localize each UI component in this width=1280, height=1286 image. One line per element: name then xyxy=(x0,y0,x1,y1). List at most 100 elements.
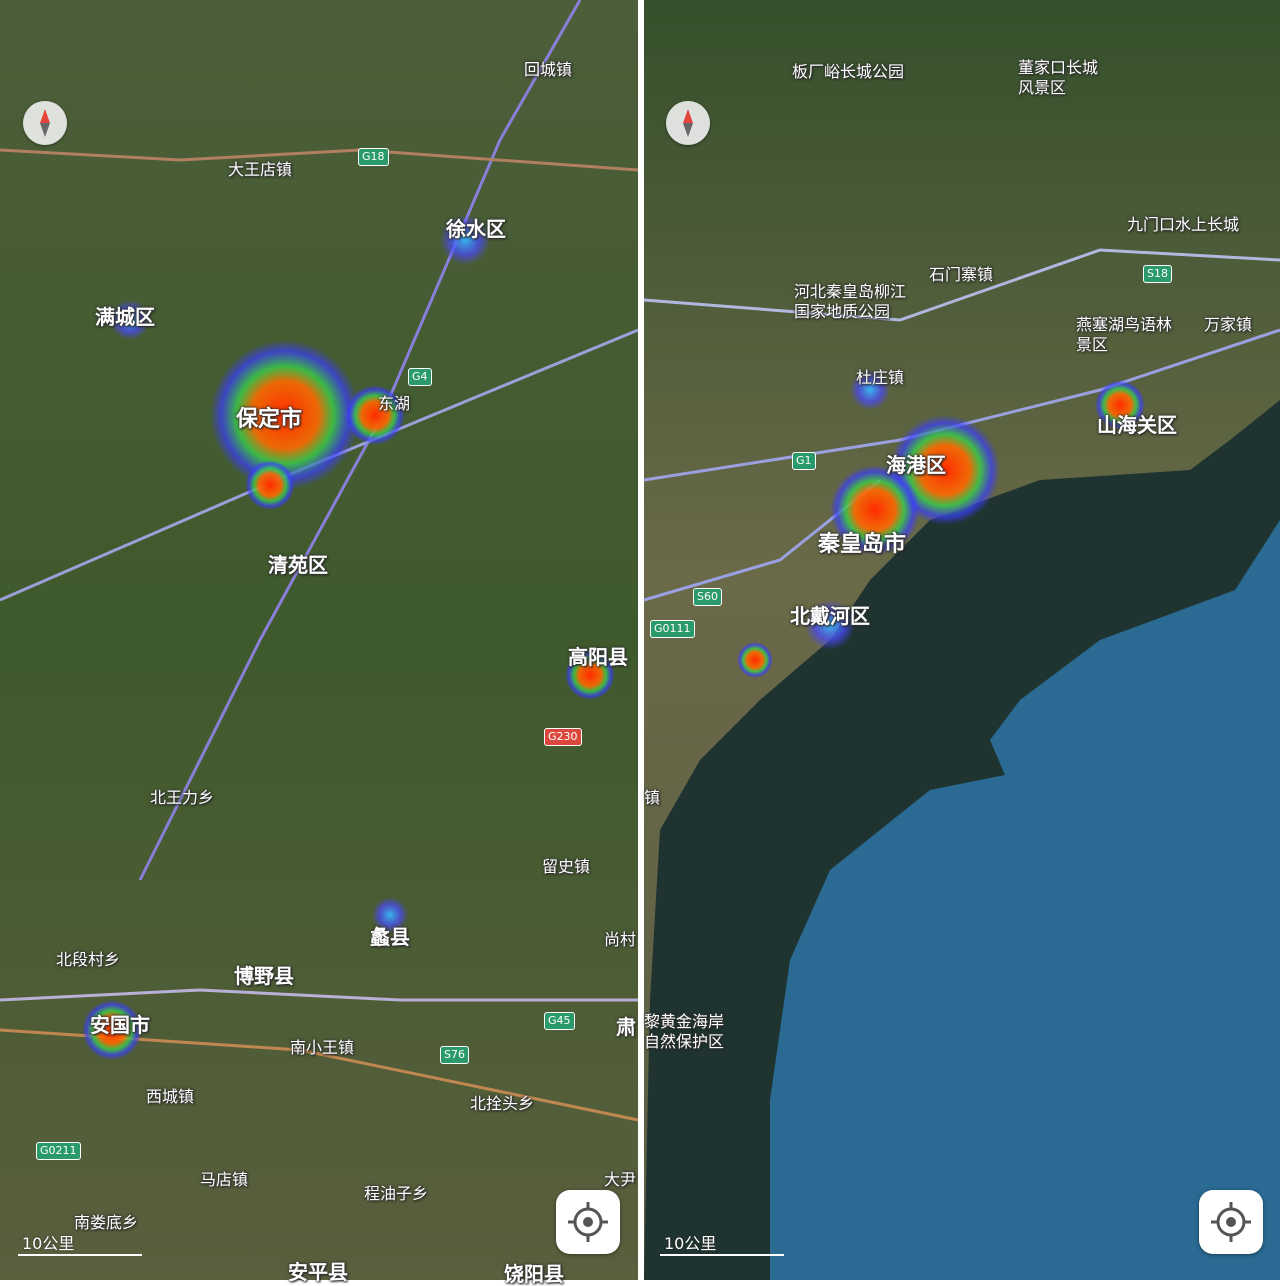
locate-icon xyxy=(568,1202,608,1242)
label-line: 南小王镇 xyxy=(290,1038,355,1057)
place-label[interactable]: 秦皇岛市 xyxy=(818,533,906,557)
place-label[interactable]: 尚村 xyxy=(604,930,636,950)
label-line: 饶阳县 xyxy=(504,1262,564,1286)
place-label[interactable]: 徐水区 xyxy=(446,217,506,241)
road-badge: G4 xyxy=(408,368,432,386)
place-label[interactable]: 河北秦皇岛柳江 国家地质公园 xyxy=(794,282,906,322)
road-badge: S60 xyxy=(693,588,722,606)
label-line: 留史镇 xyxy=(542,857,591,876)
compass[interactable] xyxy=(23,101,67,145)
place-label[interactable]: 海港区 xyxy=(886,453,946,477)
scale-bar: 10公里 xyxy=(18,1230,142,1256)
place-label[interactable]: 山海关区 xyxy=(1097,413,1177,437)
road-badge: G230 xyxy=(544,728,582,746)
divider xyxy=(638,0,644,1280)
road-badge: G0211 xyxy=(36,1142,81,1160)
label-line: 海港区 xyxy=(886,453,946,477)
place-label[interactable]: 留史镇 xyxy=(542,857,590,877)
label-line: 黎黄金海岸 xyxy=(644,1012,725,1031)
locate-button[interactable] xyxy=(556,1190,620,1254)
place-label[interactable]: 马店镇 xyxy=(200,1170,248,1190)
label-line: 马店镇 xyxy=(200,1170,249,1189)
place-label[interactable]: 南小王镇 xyxy=(290,1038,354,1058)
place-label[interactable]: 安平县 xyxy=(288,1260,348,1284)
place-label[interactable]: 安国市 xyxy=(90,1013,150,1037)
label-line: 徐水区 xyxy=(446,217,506,241)
label-line: 山海关区 xyxy=(1097,413,1177,437)
place-label[interactable]: 高阳县 xyxy=(568,645,628,669)
label-line: 北王力乡 xyxy=(150,788,215,807)
label-line: 南娄底乡 xyxy=(74,1213,139,1232)
place-label[interactable]: 保定市 xyxy=(236,408,302,432)
label-line: 回城镇 xyxy=(524,60,573,79)
label-line: 满城区 xyxy=(95,305,155,329)
label-line: 北段村乡 xyxy=(56,950,121,969)
label-line: 尚村 xyxy=(604,930,637,949)
label-line: 蠡县 xyxy=(370,925,410,949)
label-line: 燕塞湖鸟语林 xyxy=(1076,315,1173,334)
place-label[interactable]: 石门寨镇 xyxy=(929,265,993,285)
label-line: 西城镇 xyxy=(146,1087,195,1106)
label-line: 自然保护区 xyxy=(644,1032,725,1051)
label-line: 高阳县 xyxy=(568,645,628,669)
label-line: 秦皇岛市 xyxy=(818,532,907,557)
place-label[interactable]: 大王店镇 xyxy=(228,160,292,180)
label-line: 板厂峪长城公园 xyxy=(792,62,905,81)
road-badge: S18 xyxy=(1143,265,1172,283)
place-label[interactable]: 北戴河区 xyxy=(790,604,870,628)
place-label[interactable]: 东湖 xyxy=(378,394,410,414)
place-label[interactable]: 燕塞湖鸟语林 景区 xyxy=(1076,315,1172,355)
label-line: 安平县 xyxy=(288,1260,348,1284)
label-line: 石门寨镇 xyxy=(929,265,994,284)
label-line: 国家地质公园 xyxy=(794,302,891,321)
place-label[interactable]: 北王力乡 xyxy=(150,788,214,808)
label-line: 风景区 xyxy=(1018,78,1067,97)
place-label[interactable]: 九门口水上长城 xyxy=(1127,215,1239,235)
place-label[interactable]: 程油子乡 xyxy=(364,1184,428,1204)
label-line: 大尹 xyxy=(604,1170,637,1189)
label-line: 九门口水上长城 xyxy=(1127,215,1240,234)
road-badge: G1 xyxy=(792,452,816,470)
place-label[interactable]: 西城镇 xyxy=(146,1087,194,1107)
sea xyxy=(770,520,1280,1280)
label-line: 景区 xyxy=(1076,335,1109,354)
label-line: 保定市 xyxy=(236,407,303,432)
place-label[interactable]: 板厂峪长城公园 xyxy=(792,62,904,82)
place-label[interactable]: 北拴头乡 xyxy=(470,1094,534,1114)
label-line: 程油子乡 xyxy=(364,1184,429,1203)
label-line: 博野县 xyxy=(234,964,294,988)
road-badge: G45 xyxy=(544,1012,575,1030)
place-label[interactable]: 清苑区 xyxy=(268,553,328,577)
label-line: 安国市 xyxy=(90,1013,150,1037)
place-label[interactable]: 博野县 xyxy=(234,964,294,988)
label-line: 万家镇 xyxy=(1204,315,1253,334)
place-label[interactable]: 满城区 xyxy=(95,305,155,329)
place-label[interactable]: 镇 xyxy=(644,788,660,808)
place-label[interactable]: 回城镇 xyxy=(524,60,572,80)
label-line: 北戴河区 xyxy=(790,604,870,628)
land xyxy=(0,0,638,1280)
place-label[interactable]: 肃 xyxy=(616,1015,636,1039)
road-badge: G0111 xyxy=(650,620,695,638)
label-line: 大王店镇 xyxy=(228,160,293,179)
place-label[interactable]: 大尹 xyxy=(604,1170,636,1190)
label-line: 北拴头乡 xyxy=(470,1094,535,1113)
place-label[interactable]: 杜庄镇 xyxy=(856,368,904,388)
place-label[interactable]: 万家镇 xyxy=(1204,315,1252,335)
label-line: 肃 xyxy=(616,1015,636,1039)
place-label[interactable]: 南娄底乡 xyxy=(74,1213,138,1233)
label-line: 东湖 xyxy=(378,394,411,413)
locate-button[interactable] xyxy=(1199,1190,1263,1254)
compass-icon xyxy=(683,109,693,137)
label-line: 镇 xyxy=(644,788,661,807)
compass[interactable] xyxy=(666,101,710,145)
place-label[interactable]: 北段村乡 xyxy=(56,950,120,970)
heatmap xyxy=(82,215,1145,1060)
place-label[interactable]: 饶阳县 xyxy=(504,1262,564,1286)
road-badge: G18 xyxy=(358,148,389,166)
place-label[interactable]: 董家口长城 风景区 xyxy=(1018,58,1098,98)
place-label[interactable]: 黎黄金海岸 自然保护区 xyxy=(644,1012,724,1052)
label-line: 董家口长城 xyxy=(1018,58,1099,77)
place-label[interactable]: 蠡县 xyxy=(370,925,410,949)
